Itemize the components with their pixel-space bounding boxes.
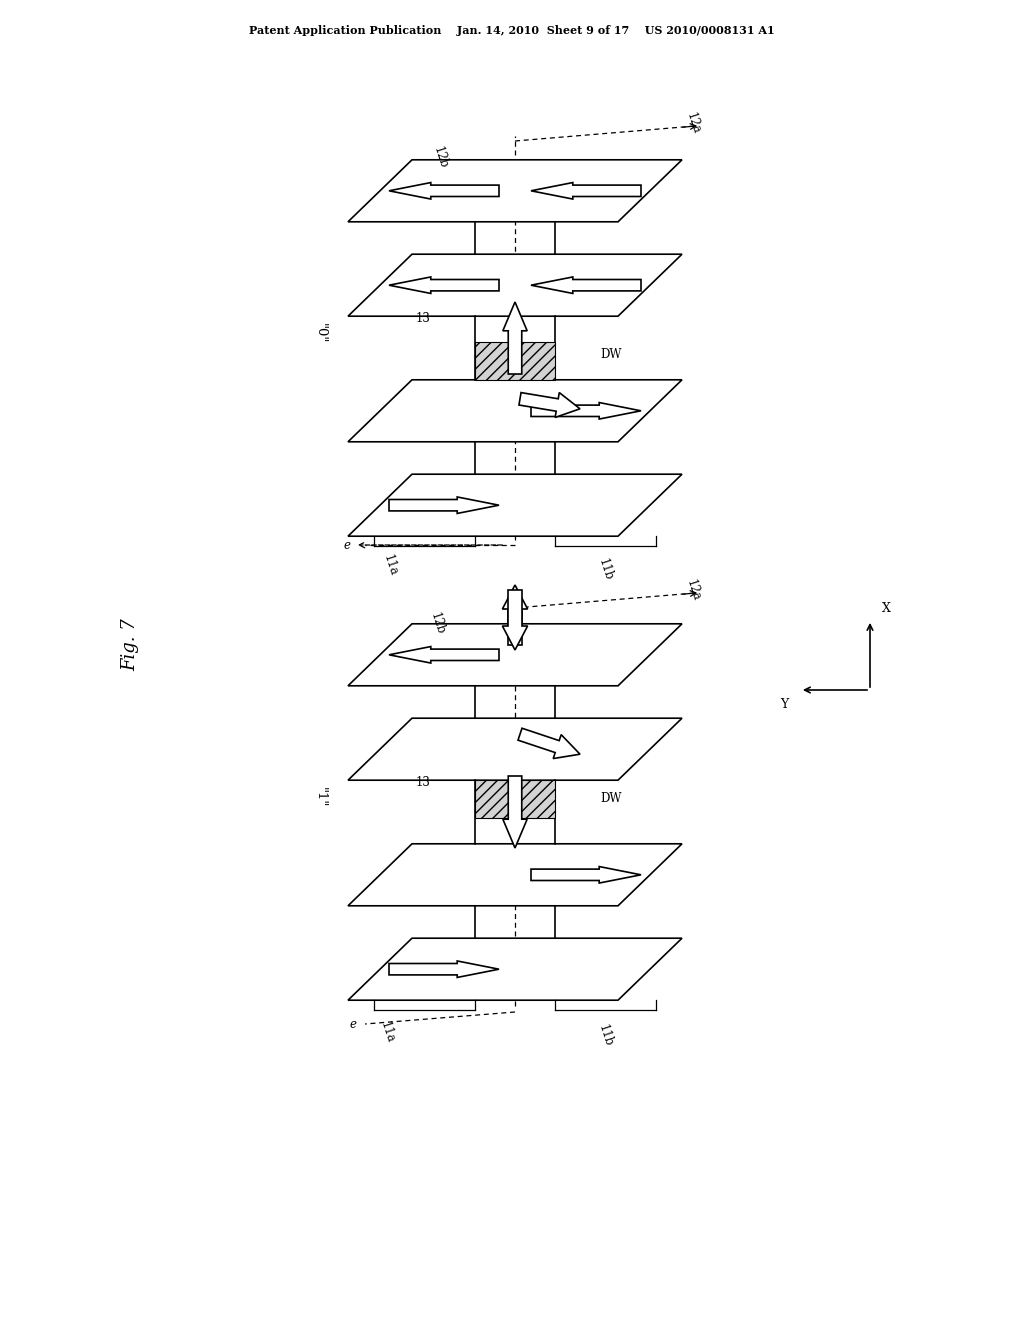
Text: "1": "1" — [313, 787, 327, 808]
Polygon shape — [503, 585, 527, 645]
Text: 11a: 11a — [378, 1019, 396, 1044]
Polygon shape — [389, 496, 499, 513]
Text: Y: Y — [779, 698, 788, 711]
Text: "0": "0" — [313, 323, 327, 343]
Polygon shape — [503, 590, 527, 649]
Text: e: e — [343, 539, 350, 552]
Text: 11a: 11a — [381, 553, 399, 577]
Polygon shape — [389, 961, 499, 977]
Polygon shape — [348, 624, 682, 686]
Text: Patent Application Publication    Jan. 14, 2010  Sheet 9 of 17    US 2010/000813: Patent Application Publication Jan. 14, … — [249, 25, 775, 36]
Polygon shape — [503, 302, 527, 374]
Text: 12a: 12a — [683, 578, 702, 602]
Polygon shape — [348, 843, 682, 906]
Polygon shape — [348, 939, 682, 1001]
Bar — [475, 780, 555, 818]
Polygon shape — [531, 403, 641, 418]
Polygon shape — [531, 866, 641, 883]
Text: X: X — [882, 602, 891, 615]
Polygon shape — [518, 729, 580, 759]
Polygon shape — [348, 380, 682, 442]
Polygon shape — [531, 277, 641, 293]
Text: DW: DW — [600, 792, 622, 805]
Polygon shape — [348, 718, 682, 780]
Polygon shape — [389, 182, 499, 199]
Polygon shape — [348, 255, 682, 317]
Polygon shape — [389, 277, 499, 293]
Text: 12a: 12a — [683, 111, 702, 136]
Text: 13: 13 — [415, 312, 430, 325]
Text: Fig. 7: Fig. 7 — [121, 619, 139, 672]
Polygon shape — [348, 474, 682, 536]
Text: 12b: 12b — [430, 145, 450, 170]
Polygon shape — [389, 647, 499, 663]
Text: 11b: 11b — [595, 1023, 614, 1048]
Bar — [475, 342, 555, 380]
Polygon shape — [519, 392, 580, 417]
Polygon shape — [503, 776, 527, 847]
Polygon shape — [531, 182, 641, 199]
Text: 11b: 11b — [595, 557, 614, 582]
Polygon shape — [348, 160, 682, 222]
Text: DW: DW — [600, 348, 622, 362]
Text: 12b: 12b — [427, 611, 446, 636]
Text: e: e — [350, 1019, 357, 1031]
Text: 13: 13 — [415, 776, 430, 788]
